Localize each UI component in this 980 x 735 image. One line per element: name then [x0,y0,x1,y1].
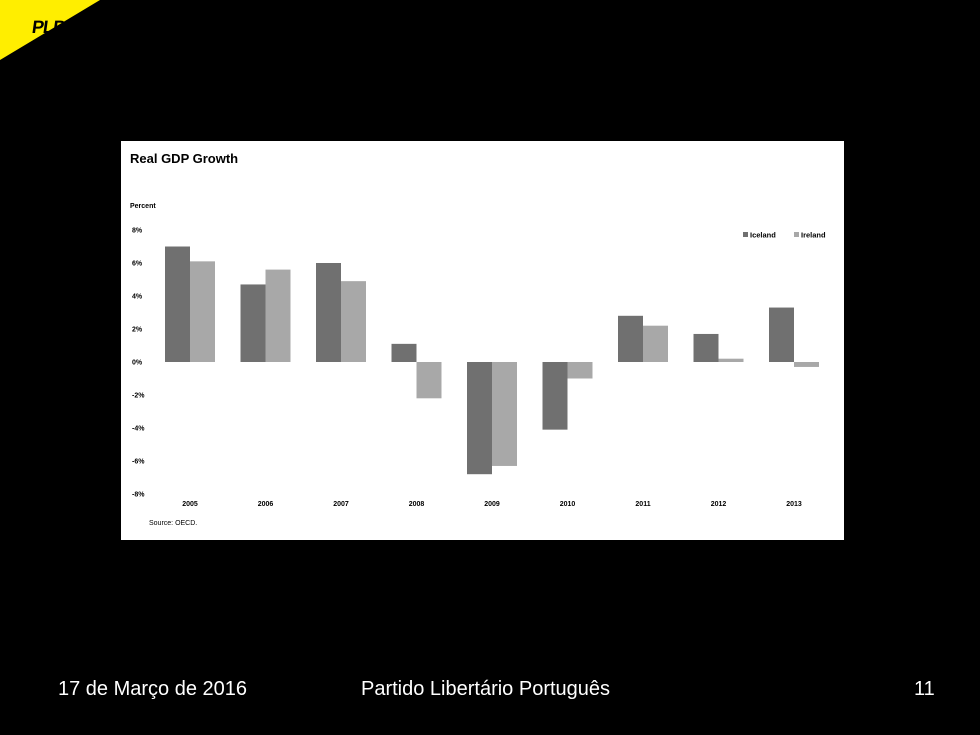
y-tick-label: -6% [132,459,145,466]
x-tick-label-2005: 2005 [182,501,198,508]
x-tick-label-2008: 2008 [409,501,425,508]
chart-title: Real GDP Growth [130,151,238,166]
bar-chart: Real GDP Growth Percent Source: OECD. 8%… [130,151,826,527]
bar-ireland-2008 [416,362,442,399]
footer-date: 17 de Março de 2016 [58,678,248,700]
y-tick-label: -8% [132,492,145,499]
bar-iceland-2011 [618,315,643,362]
x-tick-label-2007: 2007 [333,501,349,508]
bar-iceland-2008 [391,343,417,362]
logo: PLP [30,17,66,37]
legend: Iceland Ireland [743,231,826,240]
y-tick-label: 6% [132,261,143,268]
bar-ireland-2010 [567,362,593,379]
y-tick-label: 2% [132,327,143,334]
x-tick-label-2009: 2009 [484,501,500,508]
x-tick-label-2006: 2006 [258,501,274,508]
bar-iceland-2010 [542,362,568,430]
bar-ireland-2005 [190,261,215,362]
bars-layer [165,246,819,475]
chart-source: Source: OECD. [149,520,197,527]
y-tick-label: -4% [132,426,145,433]
bar-iceland-2006 [240,284,266,362]
legend-label-iceland: Iceland [750,231,776,240]
y-axis-label: Percent [130,203,156,210]
bar-iceland-2013 [769,307,794,362]
bar-iceland-2009 [467,362,492,475]
bar-ireland-2007 [341,281,366,362]
legend-swatch-ireland [794,232,799,237]
bar-ireland-2012 [718,358,744,362]
bar-ireland-2006 [265,269,291,362]
y-tick-label: -2% [132,393,145,400]
x-tick-label-2012: 2012 [711,501,727,508]
bar-ireland-2009 [492,362,517,466]
corner-yellow-triangle [0,0,100,60]
y-tick-label: 4% [132,294,143,301]
chart-panel: Real GDP Growth Percent Source: OECD. 8%… [121,141,844,540]
y-tick-label: 8% [132,228,143,235]
bar-iceland-2005 [165,246,190,362]
x-ticks-layer: 2005 2006 2007 2008 2009 2010 2011 2012 2013 [182,501,802,508]
bar-ireland-2011 [643,325,668,362]
footer-organization: Partido Libertário Português [361,678,611,700]
legend-swatch-iceland [743,232,748,237]
x-tick-label-2013: 2013 [786,501,802,508]
y-ticks-layer: 8% 6% 4% 2% 0% -2% -4% -6% -8% [132,228,145,499]
bar-iceland-2007 [316,263,341,362]
x-tick-label-2011: 2011 [635,501,650,508]
x-tick-label-2010: 2010 [560,501,576,508]
bar-ireland-2013 [794,362,819,367]
bar-iceland-2012 [693,333,719,362]
legend-label-ireland: Ireland [801,231,826,240]
corner-decoration [0,0,100,60]
footer-page-number: 11 [914,678,935,700]
y-tick-label: 0% [132,360,143,367]
